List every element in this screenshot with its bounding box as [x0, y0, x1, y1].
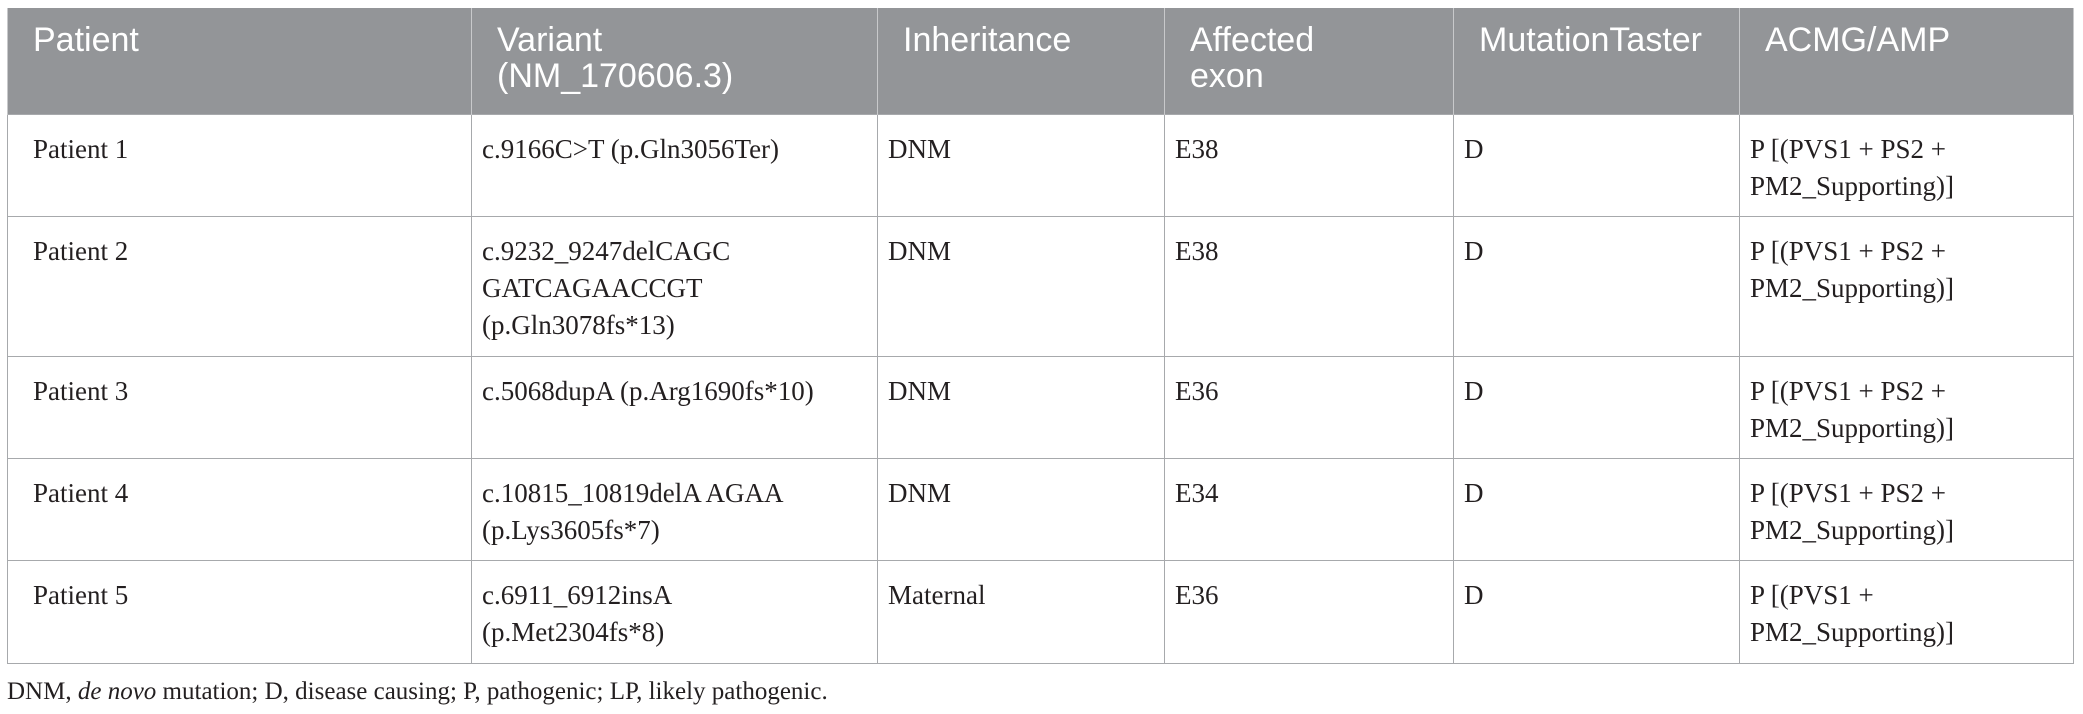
variant-line: c.9166C>T (p.Gln3056Ter) [482, 133, 780, 164]
cell-inheritance: DNM [877, 113, 1165, 217]
acmg-line: PM2_Supporting)] [1750, 170, 1955, 201]
cell-variant: c.6911_6912insA (p.Met2304fs*8) [471, 559, 878, 664]
cell-acmg: P [(PVS1 + PS2 + PM2_Supporting)] [1739, 113, 2074, 217]
cell-acmg: P [(PVS1 + PS2 + PM2_Supporting)] [1739, 215, 2074, 357]
footnote-italic: de novo [77, 678, 157, 705]
variant-table: Patient Variant (NM_170606.3) Inheritanc… [7, 8, 2074, 664]
cell-patient: Patient 5 [7, 559, 472, 664]
table-footnote: DNM, de novo mutation; D, disease causin… [7, 677, 828, 707]
cell-mutation-taster: D [1453, 559, 1740, 664]
variant-line: c.10815_10819delA AGAA [482, 477, 784, 508]
cell-exon: E34 [1164, 457, 1454, 561]
acmg-line: PM2_Supporting)] [1750, 412, 1955, 443]
variant-line: (p.Lys3605fs*7) [482, 514, 660, 545]
acmg-line: PM2_Supporting)] [1750, 272, 1955, 303]
cell-acmg: P [(PVS1 + PM2_Supporting)] [1739, 559, 2074, 664]
table-row: Patient 1 c.9166C>T (p.Gln3056Ter) DNM E… [7, 113, 2074, 217]
footnote-suffix: mutation; D, disease causing; P, pathoge… [156, 678, 828, 705]
cell-inheritance: DNM [877, 457, 1165, 561]
header-line: exon [1190, 57, 1264, 95]
cell-exon: E38 [1164, 215, 1454, 357]
table-row: Patient 2 c.9232_9247delCAGC GATCAGAACCG… [7, 215, 2074, 357]
cell-variant: c.9232_9247delCAGC GATCAGAACCGT (p.Gln30… [471, 215, 878, 357]
cell-variant: c.5068dupA (p.Arg1690fs*10) [471, 355, 878, 459]
header-acmg-amp: ACMG/AMP [1739, 8, 2074, 114]
acmg-line: P [(PVS1 + PS2 + [1750, 477, 1947, 508]
cell-mutation-taster: D [1453, 113, 1740, 217]
cell-inheritance: DNM [877, 215, 1165, 357]
header-patient: Patient [7, 8, 472, 114]
variant-line: (p.Met2304fs*8) [482, 616, 665, 647]
cell-mutation-taster: D [1453, 457, 1740, 561]
table-row: Patient 5 c.6911_6912insA (p.Met2304fs*8… [7, 559, 2074, 664]
header-line: (NM_170606.3) [497, 57, 734, 95]
cell-exon: E38 [1164, 113, 1454, 217]
variant-line: c.5068dupA (p.Arg1690fs*10) [482, 375, 814, 406]
header-line: Affected [1190, 21, 1315, 59]
header-mutation-taster: MutationTaster [1453, 8, 1740, 114]
cell-acmg: P [(PVS1 + PS2 + PM2_Supporting)] [1739, 355, 2074, 459]
cell-inheritance: Maternal [877, 559, 1165, 664]
header-line: ACMG/AMP [1765, 21, 1951, 59]
acmg-line: PM2_Supporting)] [1750, 616, 1955, 647]
acmg-line: P [(PVS1 + [1750, 579, 1874, 610]
table-row: Patient 4 c.10815_10819delA AGAA (p.Lys3… [7, 457, 2074, 561]
table-row: Patient 3 c.5068dupA (p.Arg1690fs*10) DN… [7, 355, 2074, 459]
variant-line: GATCAGAACCGT [482, 272, 703, 303]
cell-exon: E36 [1164, 559, 1454, 664]
header-inheritance: Inheritance [877, 8, 1165, 114]
cell-patient: Patient 1 [7, 113, 472, 217]
acmg-line: P [(PVS1 + PS2 + [1750, 133, 1947, 164]
header-line: Variant [497, 21, 603, 59]
cell-patient: Patient 4 [7, 457, 472, 561]
cell-acmg: P [(PVS1 + PS2 + PM2_Supporting)] [1739, 457, 2074, 561]
table-header-row: Patient Variant (NM_170606.3) Inheritanc… [7, 8, 2074, 114]
cell-variant: c.9166C>T (p.Gln3056Ter) [471, 113, 878, 217]
cell-patient: Patient 2 [7, 215, 472, 357]
header-affected-exon: Affected exon [1164, 8, 1454, 114]
cell-mutation-taster: D [1453, 355, 1740, 459]
cell-patient: Patient 3 [7, 355, 472, 459]
variant-table-container: Patient Variant (NM_170606.3) Inheritanc… [7, 8, 2074, 664]
footnote-prefix: DNM, [7, 678, 78, 705]
cell-variant: c.10815_10819delA AGAA (p.Lys3605fs*7) [471, 457, 878, 561]
acmg-line: P [(PVS1 + PS2 + [1750, 375, 1947, 406]
cell-exon: E36 [1164, 355, 1454, 459]
header-line: MutationTaster [1479, 21, 1702, 59]
acmg-line: PM2_Supporting)] [1750, 514, 1955, 545]
header-line: Patient [33, 21, 139, 59]
variant-line: c.6911_6912insA [482, 579, 673, 610]
cell-mutation-taster: D [1453, 215, 1740, 357]
header-line: Inheritance [903, 21, 1072, 59]
variant-line: c.9232_9247delCAGC [482, 235, 731, 266]
acmg-line: P [(PVS1 + PS2 + [1750, 235, 1947, 266]
variant-line: (p.Gln3078fs*13) [482, 309, 675, 340]
cell-inheritance: DNM [877, 355, 1165, 459]
header-variant: Variant (NM_170606.3) [471, 8, 878, 114]
